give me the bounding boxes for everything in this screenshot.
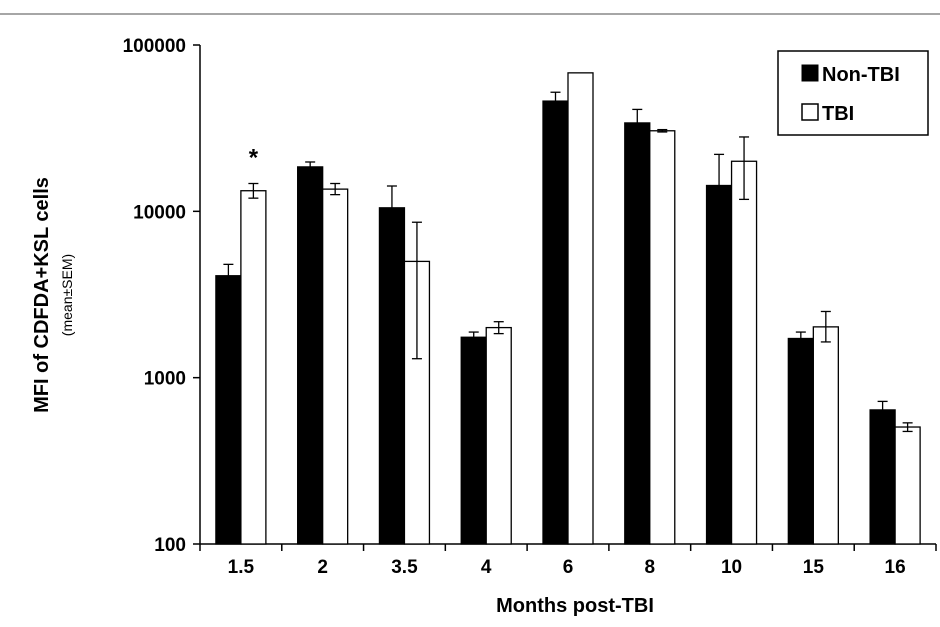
legend-label-tbi: TBI — [822, 103, 854, 125]
plot-area: 100 1000 10000 100000 1.5 2 3.5 4 6 8 10 15 16 * — [123, 36, 937, 578]
x-tick-label: 8 — [644, 557, 655, 578]
x-tick-label: 10 — [721, 557, 742, 578]
bar-non-tbi-2 — [297, 166, 324, 545]
y-tick-label: 100000 — [123, 36, 186, 57]
bar-tbi-6 — [567, 72, 594, 545]
bar-non-tbi-10 — [705, 184, 733, 545]
x-tick-label: 1.5 — [228, 557, 255, 578]
y-tick-label: 1000 — [144, 369, 186, 390]
bar-non-tbi-3_5 — [378, 207, 406, 545]
x-tick-label: 16 — [885, 557, 906, 578]
bar-tbi-4 — [485, 326, 512, 545]
bar-tbi-15 — [812, 326, 839, 545]
bar-non-tbi-16 — [869, 409, 896, 545]
x-axis-title: Months post-TBI — [496, 595, 654, 617]
bar-tbi-8 — [649, 130, 676, 545]
legend: Non-TBI TBI — [777, 50, 929, 136]
x-tick-label: 6 — [563, 557, 574, 578]
x-tick-label: 2 — [317, 557, 328, 578]
bar-non-tbi-8 — [624, 122, 651, 545]
legend-swatch-non-tbi — [801, 64, 819, 82]
bar-tbi-1_5 — [240, 190, 267, 545]
bar-non-tbi-1_5 — [215, 275, 242, 545]
bar-tbi-16 — [894, 426, 921, 545]
y-axis-title: MFI of CDFDA+KSL cells — [31, 177, 53, 413]
bar-non-tbi-6 — [542, 100, 569, 545]
bar-tbi-10 — [730, 160, 758, 545]
x-tick-label: 3.5 — [391, 557, 418, 578]
bar-tbi-2 — [322, 188, 349, 545]
legend-label-non-tbi: Non-TBI — [822, 64, 900, 86]
legend-swatch-tbi — [801, 103, 819, 121]
x-tick-label: 4 — [481, 557, 492, 578]
significance-asterisk: * — [249, 145, 259, 172]
y-axis-subtitle: (mean±SEM) — [59, 254, 75, 336]
y-tick-label: 10000 — [133, 202, 186, 223]
bar-non-tbi-15 — [787, 337, 814, 545]
bar-non-tbi-4 — [460, 336, 487, 545]
x-tick-label: 15 — [803, 557, 825, 578]
y-tick-label: 100 — [154, 535, 186, 556]
